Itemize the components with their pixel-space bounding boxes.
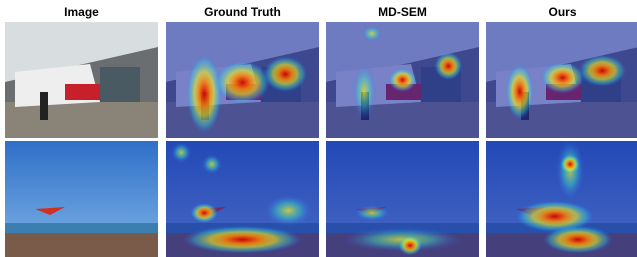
heat-blob [506,64,534,120]
image-cell [486,22,637,138]
heat-blob [352,64,376,120]
crowd [5,233,158,257]
heat-blob [264,195,312,227]
image-cell [326,141,479,257]
image-cell [166,141,319,257]
figure: Image Ground Truth MD-SEM Ours [0,0,637,257]
platform [5,102,158,138]
column-header: Ground Truth [204,5,281,19]
heat-blob [362,26,382,42]
heat-blob [541,62,585,94]
heat-blob [398,235,422,255]
heat-blob [215,60,271,104]
heat-blob [354,205,390,221]
image-cell [5,141,158,257]
image-cell [486,140,637,257]
person [40,92,48,120]
column-header: Image [64,5,99,19]
column-header: Ours [548,5,576,19]
heat-blob [543,226,613,254]
train-stripe [65,84,100,100]
image-cell [5,22,158,138]
heat-blob [171,143,191,163]
heat-blob [183,226,303,254]
heat-blob [578,55,626,87]
image-grid [5,22,637,257]
sea [5,223,158,233]
heat-blob [434,52,462,80]
heat-blob [186,54,222,134]
column-headers: Image Ground Truth MD-SEM Ours [64,5,577,19]
heat-blob [560,154,580,174]
heat-blob [263,56,307,92]
image-cell [326,22,479,138]
train-2 [100,67,140,102]
heat-blob [190,203,218,223]
heat-blob [389,68,417,92]
column-header: MD-SEM [378,5,427,19]
heat-blob [202,154,222,174]
image-cell [166,22,319,138]
